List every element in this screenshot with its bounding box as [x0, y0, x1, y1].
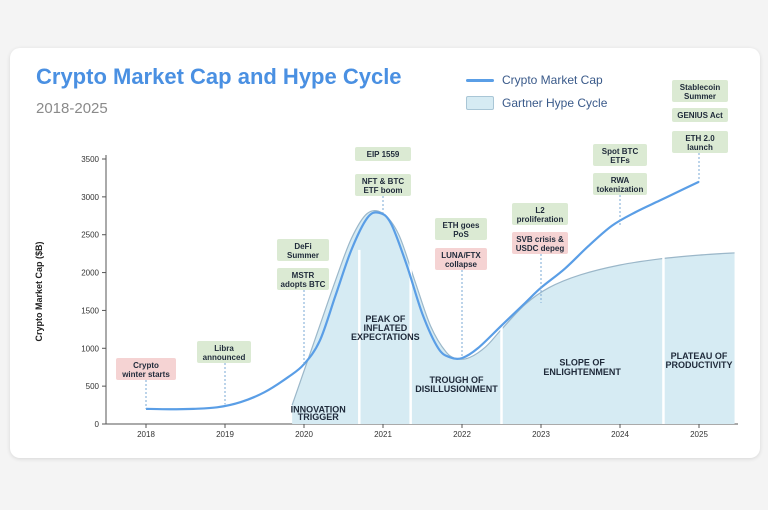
phase-label: EXPECTATIONS	[351, 332, 420, 342]
annotation-text: PoS	[453, 230, 469, 239]
annotation-bg	[512, 203, 568, 225]
legend-line-swatch	[466, 78, 494, 82]
phase-label: PRODUCTIVITY	[665, 360, 732, 370]
annotation-text: Summer	[287, 251, 319, 260]
x-tick-label: 2025	[690, 430, 708, 439]
annotation-text: EIP 1559	[367, 150, 400, 159]
annotation-text: ETFs	[610, 156, 630, 165]
annotation-text: Libra	[214, 344, 234, 353]
annotation-text: Stablecoin	[680, 83, 721, 92]
y-tick-label: 0	[95, 420, 100, 429]
annotation-bg	[355, 174, 411, 196]
annotation-bg	[116, 358, 176, 380]
phase-label: INFLATED	[363, 323, 407, 333]
annotation-text: Summer	[684, 92, 716, 101]
x-tick-label: 2022	[453, 430, 471, 439]
chart-title: Crypto Market Cap and Hype Cycle	[36, 64, 402, 89]
annotation-bg	[672, 108, 728, 122]
legend-item-hype-cycle: Gartner Hype Cycle	[466, 96, 607, 110]
x-tick-label: 2020	[295, 430, 313, 439]
annotation-text: Crypto	[133, 361, 159, 370]
annotation-box: SVB crisis &USDC depeg	[512, 232, 568, 254]
annotation-bg	[512, 232, 568, 254]
annotation-bg	[435, 248, 487, 270]
annotation-box: EIP 1559	[355, 147, 411, 161]
annotation-text: launch	[687, 143, 713, 152]
y-tick-label: 1000	[81, 344, 99, 353]
annotation-text: ETH goes	[443, 221, 480, 230]
annotation-bg	[593, 173, 647, 195]
annotation-text: proliferation	[517, 215, 564, 224]
legend-area-swatch	[466, 96, 494, 110]
x-tick-label: 2023	[532, 430, 550, 439]
chart-subtitle: 2018-2025	[36, 100, 108, 117]
annotation-text: L2	[535, 206, 545, 215]
annotation-box: GENIUS Act	[672, 108, 728, 122]
annotation-text: winter starts	[121, 370, 170, 379]
annotation-text: RWA	[611, 176, 630, 185]
annotation-text: ETH 2.0	[685, 134, 715, 143]
phase-label: PLATEAU OF	[671, 351, 728, 361]
annotation-bg	[355, 147, 411, 161]
annotation-bg	[672, 80, 728, 102]
y-tick-label: 1500	[81, 306, 99, 315]
annotation-text: ETF boom	[363, 186, 402, 195]
annotation-text: MSTR	[292, 271, 315, 280]
phase-label: ENLIGHTENMENT	[543, 367, 621, 377]
annotation-text: DeFi	[294, 242, 311, 251]
phase-label: TRIGGER	[298, 412, 340, 422]
y-tick-label: 3500	[81, 155, 99, 164]
y-tick-label: 2000	[81, 269, 99, 278]
y-axis-label: Crypto Market Cap ($B)	[34, 241, 44, 341]
annotation-text: LUNA/FTX	[441, 251, 481, 260]
annotation-bg	[435, 218, 487, 240]
y-tick-label: 2500	[81, 231, 99, 240]
annotation-bg	[672, 131, 728, 153]
y-tick-label: 500	[86, 382, 100, 391]
annotation-text: NFT & BTC	[362, 177, 404, 186]
annotation-bg	[277, 268, 329, 290]
annotation-text: GENIUS Act	[677, 111, 723, 120]
legend-label-market-cap: Crypto Market Cap	[502, 73, 603, 87]
annotation-text: Spot BTC	[602, 147, 639, 156]
market-cap-line	[145, 180, 700, 411]
annotation-bg	[197, 341, 251, 363]
phase-label: DISILLUSIONMENT	[415, 384, 498, 394]
annotation-text: collapse	[445, 260, 478, 269]
annotation-text: tokenization	[597, 185, 644, 194]
phase-label: SLOPE OF	[559, 358, 605, 368]
x-tick-label: 2018	[137, 430, 155, 439]
annotation-text: USDC depeg	[516, 244, 565, 253]
annotation-text: SVB crisis &	[516, 235, 564, 244]
annotation-text: announced	[203, 353, 246, 362]
phase-label: PEAK OF	[365, 314, 406, 324]
x-tick-label: 2019	[216, 430, 234, 439]
annotation-bg	[593, 144, 647, 166]
annotation-bg	[277, 239, 329, 261]
y-tick-label: 3000	[81, 193, 99, 202]
legend-label-hype-cycle: Gartner Hype Cycle	[502, 96, 608, 110]
x-tick-label: 2024	[611, 430, 629, 439]
hype-cycle-area	[292, 210, 735, 424]
legend-item-market-cap: Crypto Market Cap	[466, 73, 603, 87]
phase-label: TROUGH OF	[429, 375, 483, 385]
annotation-text: adopts BTC	[281, 280, 326, 289]
x-tick-label: 2021	[374, 430, 392, 439]
phase-label: INNOVATION	[291, 405, 346, 415]
